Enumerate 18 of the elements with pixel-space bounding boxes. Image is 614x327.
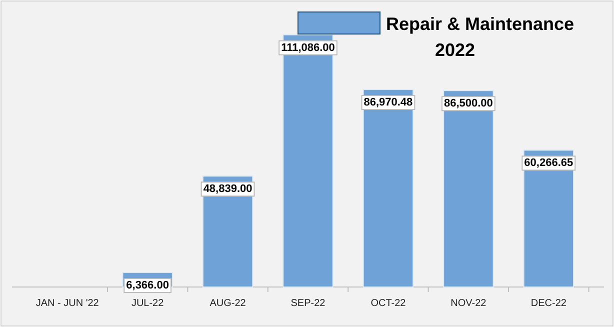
- x-tick-label: JAN - JUN '22: [36, 298, 100, 310]
- x-tick-label: DEC-22: [530, 298, 567, 310]
- bar: [362, 89, 414, 288]
- x-tick-label: SEP-22: [290, 298, 326, 310]
- bar: [202, 176, 254, 288]
- data-label: 6,366.00: [126, 280, 169, 292]
- bar: [443, 90, 494, 288]
- data-label: 86,970.48: [364, 96, 413, 109]
- x-tick-label: AUG-22: [210, 298, 246, 310]
- legend-label: Repair & Maintenance 2022: [386, 14, 574, 60]
- data-label: 111,086.00: [281, 42, 335, 54]
- x-tick-label: JUL-22: [131, 298, 164, 310]
- data-label: 48,839.00: [203, 183, 252, 196]
- x-tick-label: OCT-22: [370, 298, 406, 310]
- bar: [523, 150, 574, 288]
- data-label: 86,500.00: [444, 98, 493, 110]
- data-label: 60,266.65: [524, 157, 574, 170]
- x-tick-label: NOV-22: [450, 298, 487, 310]
